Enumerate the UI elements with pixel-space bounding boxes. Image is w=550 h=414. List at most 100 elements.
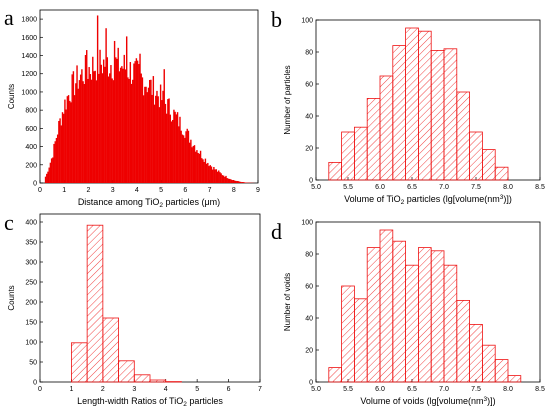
histogram-bar	[65, 109, 67, 183]
histogram-bar	[430, 50, 445, 181]
histogram-bar	[190, 139, 192, 183]
histogram-bar	[238, 181, 241, 183]
panel-letter: a	[4, 5, 14, 30]
histogram-bar	[205, 163, 208, 183]
histogram-bar	[224, 176, 226, 183]
histogram-bar	[47, 171, 49, 183]
histogram-bar	[158, 107, 161, 183]
histogram-bar	[135, 58, 138, 184]
histogram-bar	[174, 111, 176, 183]
histogram-bar	[165, 113, 168, 183]
y-tick-label: 250	[25, 280, 37, 287]
histogram-bar	[188, 142, 191, 183]
histogram-bar	[71, 342, 88, 383]
histogram-bar	[192, 145, 195, 183]
histogram-bar	[90, 79, 93, 183]
histogram-bar	[443, 264, 458, 383]
x-tick-label: 6.5	[407, 386, 417, 393]
histogram-bar	[102, 317, 119, 383]
x-tick-label: 4	[164, 386, 168, 393]
histogram-bar	[417, 30, 432, 181]
histogram-bar	[75, 83, 77, 183]
histogram-bar	[456, 299, 470, 383]
histogram-bar	[494, 166, 509, 181]
histogram-bar	[48, 167, 50, 183]
panel-letter: b	[271, 7, 282, 32]
histogram-bar	[150, 79, 152, 183]
x-tick-label: 3	[132, 386, 136, 393]
histogram-bar	[73, 95, 76, 183]
y-tick-label: 60	[305, 82, 313, 89]
y-tick-label: 0	[33, 181, 37, 188]
histogram-bar	[366, 247, 381, 383]
histogram-bar	[227, 178, 230, 183]
histogram-bar	[244, 182, 247, 183]
histogram-bar	[106, 57, 109, 183]
histogram-bar	[159, 84, 162, 183]
histogram-bar	[405, 264, 419, 383]
histogram-bar	[79, 74, 82, 183]
histogram-bar	[105, 28, 107, 183]
histogram-bar	[67, 95, 70, 183]
histogram-bar	[469, 323, 483, 383]
histogram-bar	[155, 95, 157, 183]
histogram-bar	[70, 102, 72, 183]
histogram-bar	[60, 125, 62, 183]
y-tick-label: 20	[305, 146, 313, 153]
histogram-bar	[481, 344, 496, 383]
histogram-bar	[102, 59, 105, 184]
histogram-bar	[181, 134, 184, 183]
histogram-bar	[107, 76, 110, 183]
histogram-bar	[134, 61, 136, 183]
histogram-bar	[211, 169, 214, 183]
histogram-bar	[146, 92, 148, 183]
histogram-bar	[46, 173, 48, 183]
histogram-bar	[87, 78, 89, 183]
y-tick-label: 150	[25, 320, 37, 327]
histogram-bar	[132, 79, 134, 183]
panel-c: 0 1 2 3 4 5 6 7 0 50 100 150 200 250 300 350 400 c Counts L…	[4, 210, 262, 408]
histogram-bar	[86, 224, 104, 383]
histogram-bar	[216, 171, 219, 183]
histogram-bar	[241, 182, 243, 183]
histogram-bar	[232, 179, 234, 183]
histogram-bar	[92, 56, 94, 183]
histogram-bar	[218, 170, 220, 183]
histogram-bar	[379, 75, 394, 181]
y-tick-label: 0	[33, 380, 37, 387]
histogram-bar	[456, 91, 470, 181]
histogram-bar	[392, 240, 406, 383]
histogram-bar	[157, 96, 159, 183]
histogram-bar	[198, 153, 201, 183]
histogram-bar	[133, 374, 151, 383]
y-axis-label: Counts	[7, 285, 16, 310]
histogram-bar	[173, 109, 175, 183]
y-tick-label: 200	[25, 162, 37, 169]
histogram-bar	[124, 69, 127, 183]
y-tick-label: 300	[25, 260, 37, 267]
histogram-bar	[149, 79, 151, 183]
histogram-bar	[128, 78, 130, 183]
x-tick-label: 3	[111, 187, 115, 194]
x-tick-label: 5	[159, 187, 163, 194]
histogram-bar	[204, 158, 207, 183]
histogram-bar	[145, 86, 147, 183]
histogram-bar	[207, 162, 209, 183]
x-tick-label: 0	[38, 187, 42, 194]
x-axis-label: Distance among TiO2 particles (μm)	[78, 197, 220, 209]
histogram-bar	[341, 131, 355, 181]
y-tick-label: 1400	[21, 53, 37, 60]
panel-letter: c	[4, 210, 14, 235]
histogram-bar	[117, 47, 119, 183]
y-tick-label: 40	[305, 316, 313, 323]
y-tick-label: 100	[25, 340, 37, 347]
x-tick-label: 6	[227, 386, 231, 393]
y-tick-label: 100	[301, 220, 313, 227]
histogram-bar	[119, 67, 122, 183]
histogram-bar	[72, 71, 75, 183]
histogram-bar	[116, 58, 118, 183]
histogram-bar	[187, 130, 190, 183]
x-tick-label: 6.0	[375, 386, 385, 393]
histogram-bar	[147, 87, 150, 183]
x-tick-label: 7.0	[439, 184, 449, 191]
